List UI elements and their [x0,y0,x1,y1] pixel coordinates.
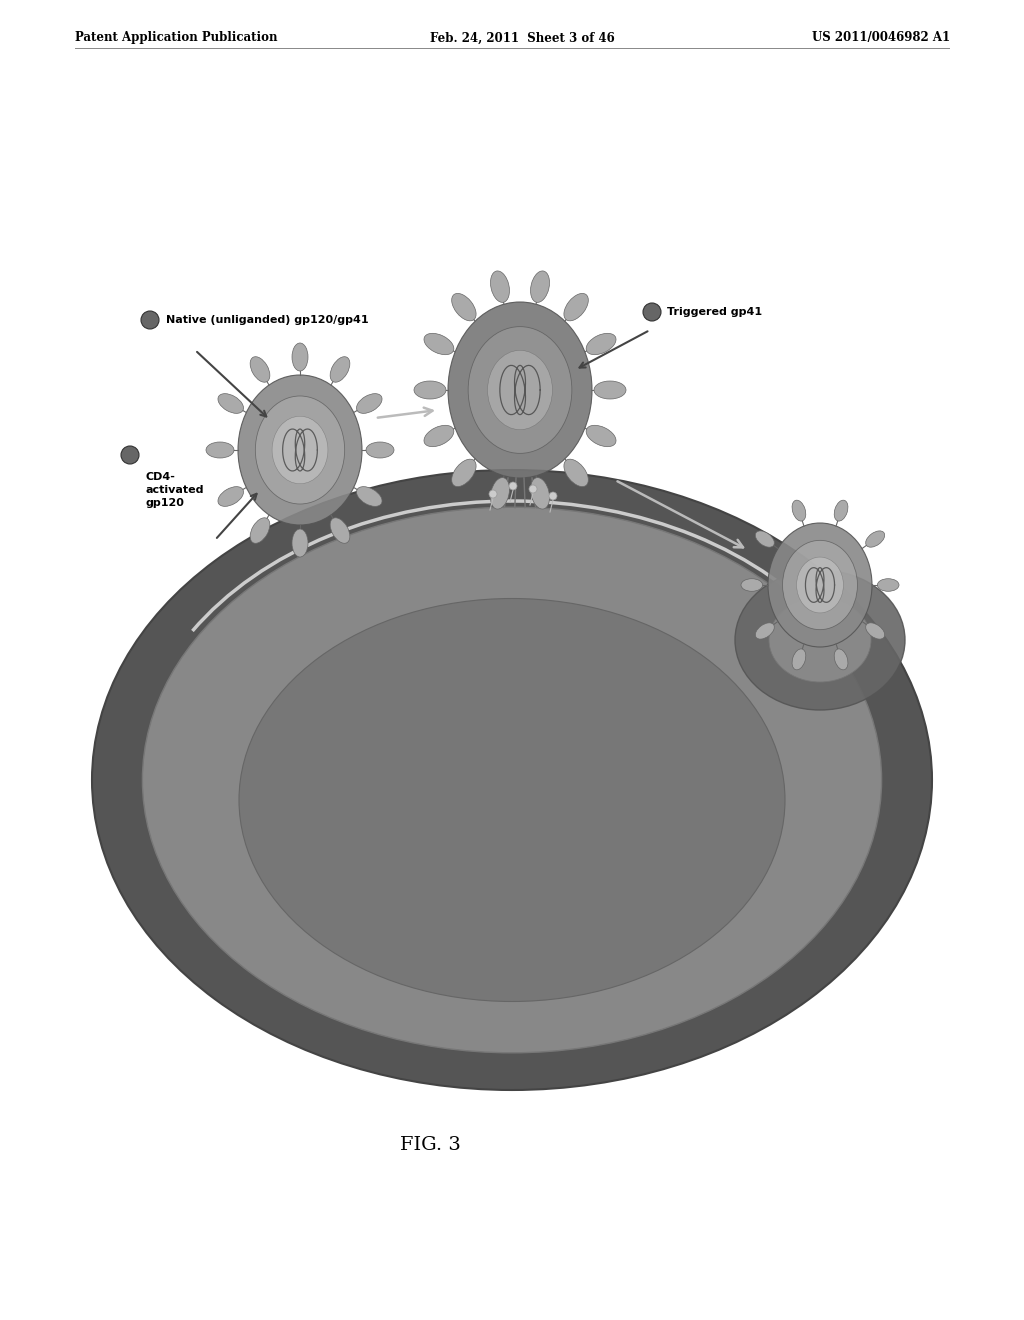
Ellipse shape [292,343,308,371]
Circle shape [489,490,497,498]
Ellipse shape [206,442,234,458]
Ellipse shape [735,570,905,710]
Text: Triggered gp41: Triggered gp41 [667,308,762,317]
Ellipse shape [452,459,476,487]
Ellipse shape [142,507,882,1053]
Ellipse shape [92,470,932,1090]
Ellipse shape [530,271,550,302]
Ellipse shape [239,598,785,1002]
Text: FIG. 3: FIG. 3 [399,1137,461,1154]
Text: Patent Application Publication: Patent Application Publication [75,32,278,45]
Circle shape [141,312,159,329]
Ellipse shape [366,442,394,458]
Ellipse shape [768,523,872,647]
Text: Feb. 24, 2011  Sheet 3 of 46: Feb. 24, 2011 Sheet 3 of 46 [430,32,614,45]
Ellipse shape [586,425,616,446]
Circle shape [643,304,662,321]
Ellipse shape [490,271,510,302]
Ellipse shape [756,623,774,639]
Ellipse shape [586,334,616,355]
Text: Native (unliganded) gp120/gp41: Native (unliganded) gp120/gp41 [166,315,369,325]
Ellipse shape [564,459,589,487]
Ellipse shape [530,478,550,510]
Text: US 2011/0046982 A1: US 2011/0046982 A1 [812,32,950,45]
Ellipse shape [793,500,806,521]
Ellipse shape [449,302,592,478]
Ellipse shape [490,478,510,510]
Circle shape [529,484,537,492]
Ellipse shape [797,557,844,612]
Ellipse shape [424,334,454,355]
Ellipse shape [865,531,885,548]
Ellipse shape [564,293,589,321]
Ellipse shape [769,598,871,682]
Ellipse shape [414,381,446,399]
Ellipse shape [878,578,899,591]
Ellipse shape [865,623,885,639]
Ellipse shape [835,500,848,521]
Ellipse shape [594,381,626,399]
Ellipse shape [741,578,763,591]
Circle shape [509,482,517,490]
Ellipse shape [218,393,244,413]
Ellipse shape [756,531,774,548]
Ellipse shape [424,425,454,446]
Ellipse shape [250,356,270,383]
Ellipse shape [330,517,350,544]
Circle shape [121,446,139,465]
Ellipse shape [487,350,552,429]
Circle shape [549,492,557,500]
Ellipse shape [255,396,345,504]
Ellipse shape [330,356,350,383]
Ellipse shape [218,487,244,507]
Ellipse shape [835,649,848,669]
Ellipse shape [250,517,270,544]
Ellipse shape [292,529,308,557]
Ellipse shape [782,540,857,630]
Ellipse shape [793,649,806,669]
Ellipse shape [356,393,382,413]
Text: CD4-
activated
gp120: CD4- activated gp120 [145,473,204,508]
Ellipse shape [272,416,328,483]
Ellipse shape [452,293,476,321]
Ellipse shape [356,487,382,507]
Ellipse shape [468,326,571,453]
Ellipse shape [238,375,362,525]
